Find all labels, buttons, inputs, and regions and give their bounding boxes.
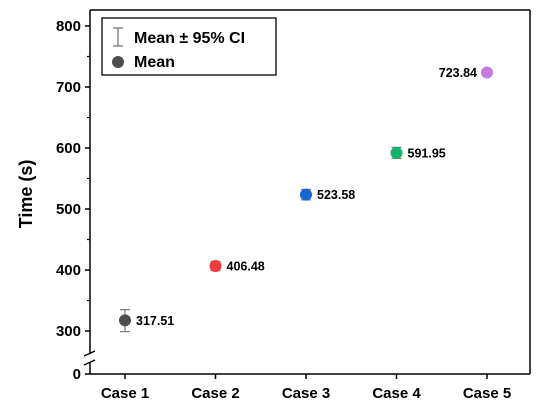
x-tick-label: Case 4 [372,385,421,402]
data-label: 523.58 [317,188,355,202]
legend-label-ci: Mean ± 95% CI [134,30,245,47]
y-tick-label: 0 [73,366,81,383]
x-tick-label: Case 2 [191,385,239,402]
y-axis-title: Time (s) [16,160,36,229]
data-label: 723.84 [439,66,477,80]
data-point [300,188,312,201]
data-point [390,146,403,159]
chart-marks: 317.51 406.48 523.58 591.95 723.84 [119,66,493,333]
data-label: 317.51 [136,314,174,328]
y-tick-label: 800 [56,18,81,35]
axis-break-mark-lower [83,359,96,366]
axis-break-mark-upper [83,350,96,357]
data-point [481,66,493,79]
axes: 0 300 400 500 600 700 800 Time (s) Case 1 Case 2 C… [16,9,531,402]
data-label: 406.48 [227,260,265,274]
y-tick-label: 400 [56,262,81,279]
data-point [119,314,131,327]
axis-break-gap [83,354,97,362]
legend-box [101,17,277,76]
legend-mean-marker [112,56,124,68]
x-tick-label: Case 5 [463,385,511,402]
data-point [209,260,222,273]
x-tick-label: Case 1 [101,385,149,402]
y-tick-label: 300 [56,323,81,340]
legend-label-mean: Mean [134,54,175,71]
legend-errorbar-symbol [113,27,123,47]
y-tick-label: 500 [56,201,81,218]
y-tick-label: 600 [56,140,81,157]
x-tick-label: Case 3 [282,385,330,402]
legend: Mean ± 95% CI Mean [101,17,277,76]
data-label: 591.95 [408,146,446,160]
y-tick-label: 700 [56,79,81,96]
